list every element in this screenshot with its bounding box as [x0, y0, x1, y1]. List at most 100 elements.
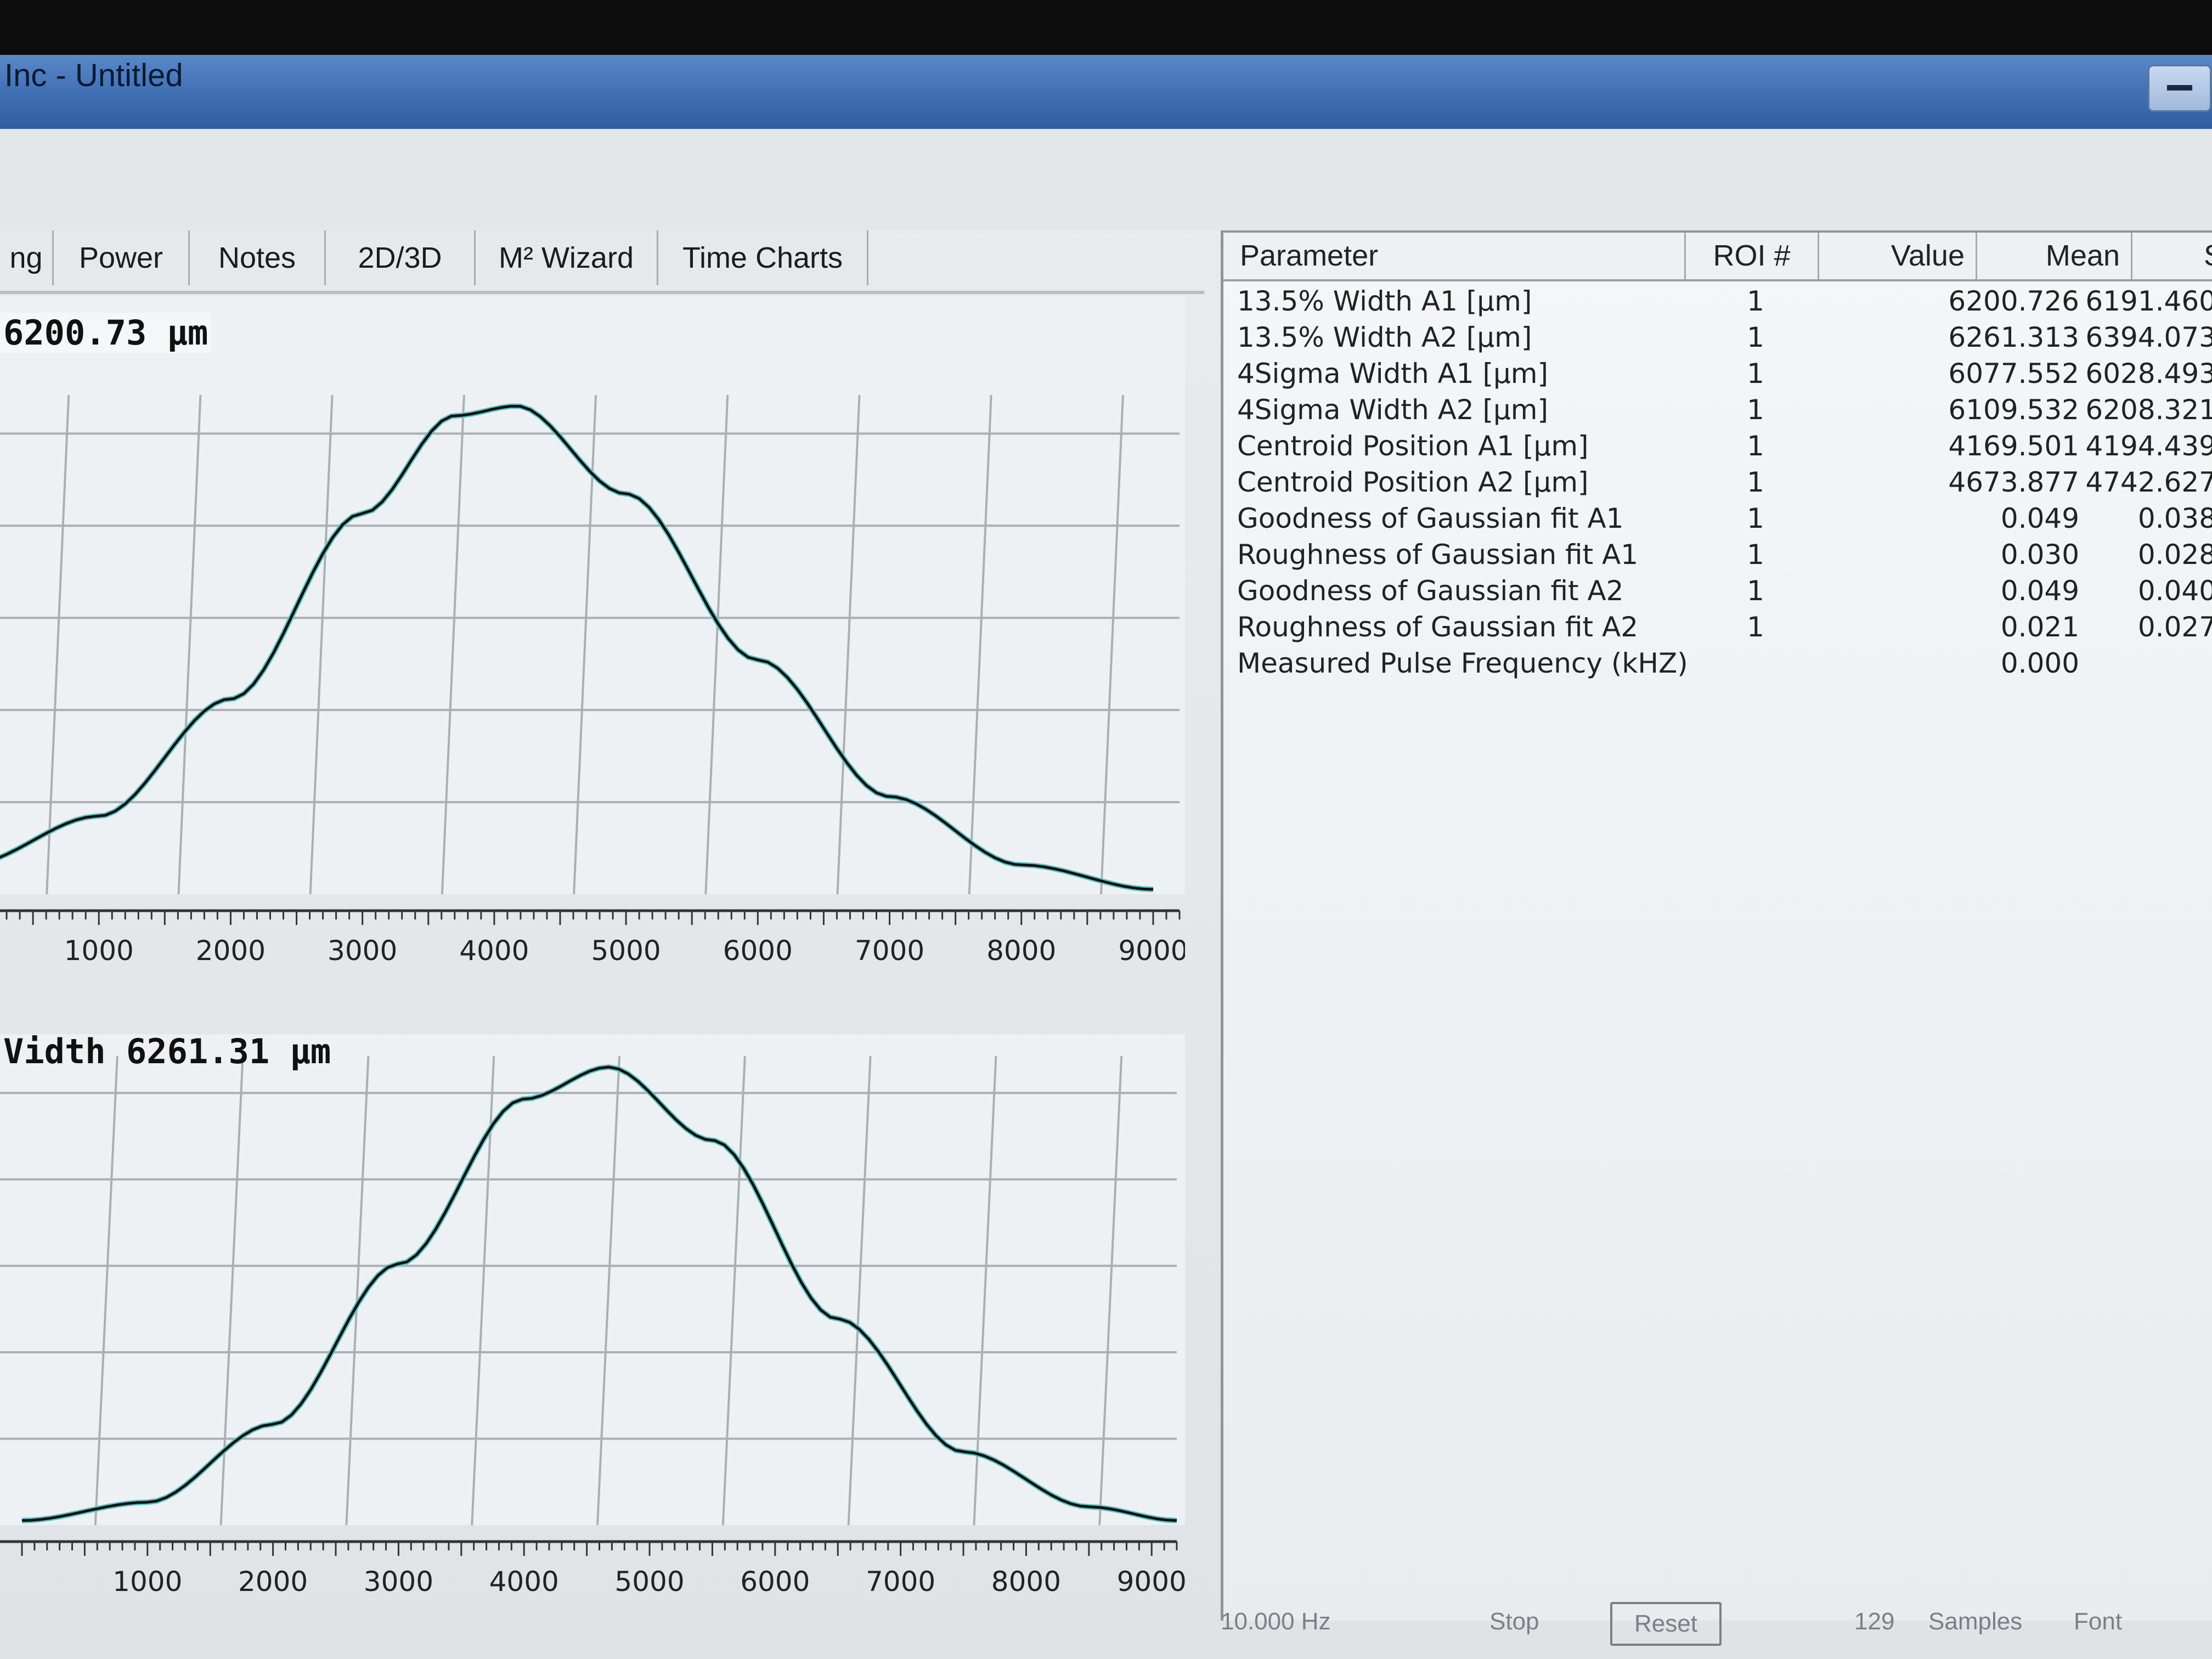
- column-header-parameter[interactable]: Parameter: [1223, 233, 1686, 279]
- frame-rate: 10.000 Hz: [1221, 1608, 1331, 1635]
- cell-mean: [2063, 645, 2212, 681]
- cell-roi: 1: [1747, 321, 1764, 353]
- tab-label: M² Wizard: [499, 241, 634, 274]
- column-header-mean[interactable]: Mean: [1977, 233, 2132, 279]
- cell-value: 4673.877: [1948, 466, 2079, 498]
- minimize-button[interactable]: [2148, 65, 2211, 112]
- cell-parameter: Measured Pulse Frequency (kHZ): [1237, 647, 1688, 679]
- tab-power[interactable]: Power: [54, 230, 190, 285]
- column-header-label: Parameter: [1240, 239, 1379, 272]
- grid-line-vertical: [721, 1056, 746, 1526]
- samples-label: Samples: [1928, 1608, 2023, 1635]
- cell-mean: 0.027: [2137, 611, 2212, 643]
- cell-roi: 1: [1747, 539, 1764, 571]
- cell-roi: 1: [1747, 430, 1764, 462]
- tab-partial[interactable]: ng: [0, 230, 54, 285]
- cell-mean: 0.038: [2137, 503, 2212, 534]
- cell-roi: [1739, 645, 1772, 681]
- window-title: Inc - Untitled: [4, 58, 183, 93]
- table-header: Parameter ROI # Value Mean S: [1223, 233, 2212, 281]
- x-tick-label: 7000: [855, 935, 924, 967]
- cell-value: 6261.313: [1948, 321, 2079, 353]
- table-row[interactable]: Goodness of Gaussian fit A110.0490.0380.…: [1223, 500, 2212, 537]
- table-row[interactable]: Centroid Position A1 [µm] 1 4169.501 4194.4…: [1223, 428, 2212, 464]
- cell-parameter: Goodness of Gaussian fit A1: [1237, 503, 1624, 534]
- cell-value: 0.030: [2000, 539, 2079, 571]
- table-row[interactable]: Goodness of Gaussian fit A210.0490.0400.…: [1223, 573, 2212, 609]
- grid-line-vertical: [177, 394, 202, 895]
- grid-line-vertical: [704, 394, 729, 895]
- x-tick-label: 5000: [591, 935, 661, 967]
- cell-value: 0.049: [2000, 503, 2079, 534]
- x-tick-label: 6000: [723, 935, 793, 967]
- tab-m2-wizard[interactable]: M² Wizard: [476, 230, 658, 285]
- grid-line-vertical: [573, 394, 597, 895]
- cell-parameter: 13.5% Width A2 [µm]: [1237, 321, 1532, 353]
- samples-count: 129: [1854, 1608, 1895, 1635]
- x-tick-label: 5000: [614, 1566, 684, 1598]
- x-tick-label: 3000: [328, 935, 397, 967]
- title-bar: [0, 55, 2212, 129]
- table-row[interactable]: Roughness of Gaussian fit A210.0210.0270…: [1223, 609, 2212, 645]
- table-row[interactable]: Measured Pulse Frequency (kHZ) 0.000: [1223, 645, 2212, 681]
- tab-label: Notes: [218, 241, 296, 274]
- tab-time-charts[interactable]: Time Charts: [658, 230, 868, 285]
- cell-value: 0.000: [2000, 647, 2079, 679]
- grid-line-vertical: [596, 1056, 621, 1526]
- profile-chart-a1-svg: 1000 2000 3000 4000 5000 6000 7000 8000 9000: [0, 296, 1185, 967]
- cell-value: 0.021: [2000, 611, 2079, 643]
- column-header-label: S: [2132, 239, 2212, 272]
- column-header-value[interactable]: Value: [1819, 233, 1977, 279]
- plot-background: [0, 1034, 1185, 1525]
- column-header-label: ROI #: [1713, 239, 1791, 272]
- cell-value: 4169.501: [1948, 430, 2079, 462]
- column-header-roi[interactable]: ROI #: [1686, 233, 1819, 279]
- cell-mean: 6028.493: [2085, 358, 2212, 390]
- cell-parameter: Roughness of Gaussian fit A2: [1237, 611, 1639, 643]
- x-tick-label: 9000: [1118, 935, 1185, 967]
- cell-mean: 4194.439: [2085, 430, 2212, 462]
- x-tick-label: 7000: [866, 1566, 935, 1598]
- grid-line-vertical: [345, 1056, 370, 1526]
- monitor-bezel: [0, 0, 2212, 55]
- x-tick-label: 2000: [238, 1566, 308, 1598]
- cell-roi: 1: [1747, 466, 1764, 498]
- cell-parameter: Centroid Position A1 [µm]: [1237, 430, 1589, 462]
- tab-2d3d[interactable]: 2D/3D: [326, 230, 476, 285]
- font-button[interactable]: Font: [2074, 1608, 2123, 1635]
- tab-underline: [0, 291, 1204, 294]
- cell-roi: 1: [1747, 611, 1764, 643]
- cell-mean: 0.040: [2137, 575, 2212, 607]
- table-row[interactable]: Centroid Position A2 [µm] 1 4673.877 4742.6…: [1223, 464, 2212, 500]
- profile-series-line: [21, 1065, 1177, 1522]
- grid-line-vertical: [46, 394, 70, 895]
- stop-button[interactable]: Stop: [1489, 1608, 1539, 1635]
- cell-mean: 6208.321: [2085, 394, 2212, 426]
- reset-button[interactable]: Reset: [1610, 1602, 1722, 1646]
- x-tick-label: 1000: [112, 1566, 182, 1598]
- tab-label: Time Charts: [682, 241, 843, 274]
- tab-label: 2D/3D: [358, 241, 442, 274]
- toolbar-area: [0, 129, 2212, 230]
- column-header-std[interactable]: S: [2132, 233, 2212, 279]
- grid-line-vertical: [836, 394, 861, 895]
- tab-notes[interactable]: Notes: [190, 230, 326, 285]
- cell-parameter: 4Sigma Width A2 [µm]: [1237, 394, 1549, 426]
- grid-line-vertical: [1099, 394, 1124, 895]
- table-row[interactable]: Roughness of Gaussian fit A110.0300.0280…: [1223, 537, 2212, 573]
- x-tick-label: 4000: [489, 1566, 559, 1598]
- cell-roi: 1: [1747, 394, 1764, 426]
- cell-parameter: Goodness of Gaussian fit A2: [1237, 575, 1624, 607]
- cell-value: 6200.726: [1948, 285, 2079, 317]
- grid-line-vertical: [847, 1056, 872, 1526]
- cell-mean: 0.028: [2137, 539, 2212, 571]
- grid-line-vertical: [1098, 1056, 1123, 1526]
- cell-value: 0.049: [2000, 575, 2079, 607]
- plot-background: [0, 296, 1185, 894]
- x-tick-label: 3000: [364, 1566, 433, 1598]
- profile-chart-a1: 1000 2000 3000 4000 5000 6000 7000 8000 9000 620…: [0, 296, 1185, 1009]
